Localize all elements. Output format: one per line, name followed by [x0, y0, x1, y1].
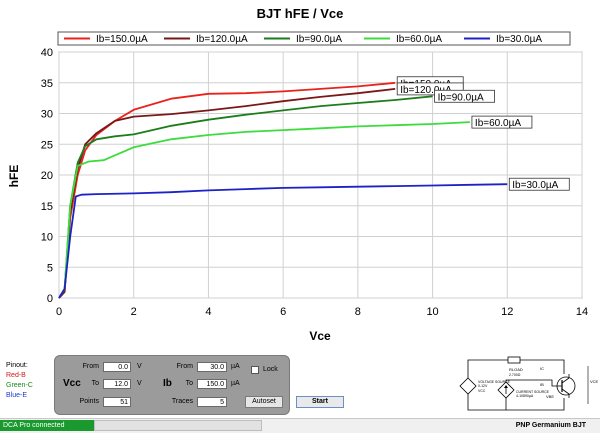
x-tick-label: 8 [355, 306, 361, 318]
y-tick-label: 35 [41, 78, 53, 90]
legend-label-4: Ib=30.0µA [496, 34, 542, 45]
x-tick-label: 4 [205, 306, 211, 318]
rload-value: 2.700Ω [509, 373, 521, 377]
ib-to-label: To [185, 380, 193, 387]
y-tick-label: 40 [41, 47, 53, 59]
vcc-from-unit: V [137, 363, 142, 370]
legend-label-0: Ib=150.0µA [96, 34, 148, 45]
series-line-0 [58, 81, 396, 299]
y-tick-label: 10 [41, 232, 53, 244]
ib-from-label: From [176, 363, 193, 370]
start-button[interactable]: Start [296, 396, 344, 408]
ib-label: Ib [163, 378, 172, 389]
ib-to-unit: µA [231, 380, 240, 387]
pinout-green: Green-C [6, 382, 33, 389]
x-tick-label: 2 [131, 306, 137, 318]
x-tick-label: 0 [56, 306, 62, 318]
end-label-4: Ib=30.0µA [512, 180, 558, 191]
end-label-box [471, 115, 533, 129]
ib-to-field[interactable]: 150.0 [197, 379, 227, 389]
sweep-control-panel: From 0.0 V Vcc To 12.0 V Points 51 From … [54, 355, 290, 415]
lock-checkbox[interactable] [251, 366, 259, 374]
current-range-label: 4-10890µA [516, 394, 534, 398]
legend: Ib=150.0µA Ib=120.0µA Ib=90.0µA Ib=60.0µA Ib… [64, 34, 542, 45]
chart-title: BJT hFE / Vce [257, 6, 344, 21]
ib-from-unit: µA [231, 363, 240, 370]
status-bar: DCA Pro connected PNP Germanium BJT [0, 418, 600, 433]
grid-lines [58, 51, 583, 299]
vcc-schematic-label: VCC [478, 389, 486, 393]
y-tick-label: 20 [41, 170, 53, 182]
traces-label: Traces [171, 398, 193, 405]
legend-box [57, 31, 571, 46]
series-line-1 [58, 88, 396, 299]
y-tick-label: 25 [41, 139, 53, 151]
end-labels: Ib=150.0µAIb=120.0µAIb=90.0µAIb=60.0µAIb… [396, 76, 570, 191]
vcc-from-field[interactable]: 0.0 [103, 362, 131, 372]
pinout-red: Red-B [6, 372, 26, 379]
series-line-4 [58, 183, 508, 299]
points-field[interactable]: 51 [103, 397, 131, 407]
y-tick-label: 0 [47, 293, 53, 305]
y-tick-labels: 0 5 10 15 20 25 30 35 40 [41, 47, 53, 305]
end-label-box [508, 177, 570, 191]
vcc-from-label: From [82, 363, 99, 370]
vcc-to-label: To [91, 380, 99, 387]
legend-label-1: Ib=120.0µA [196, 34, 248, 45]
x-tick-label: 12 [501, 306, 513, 318]
vcc-label: Vcc [63, 378, 81, 389]
voltage-source-symbol [459, 377, 477, 395]
y-tick-label: 30 [41, 109, 53, 121]
vbe-label: VBE [546, 394, 554, 399]
rload-resistor [507, 356, 521, 364]
current-source-label: CURRENT SOURCE [516, 390, 550, 394]
x-tick-label: 10 [426, 306, 438, 318]
pinout-blue: Blue-E [6, 392, 28, 399]
end-label-box [434, 89, 495, 103]
voltage-source-label: VOLTAGE SOURCE [478, 380, 511, 384]
pinout-title: Pinout: [6, 362, 28, 369]
voltage-range-label: 0-12V [478, 384, 488, 388]
x-tick-label: 6 [280, 306, 286, 318]
end-label-1: Ib=120.0µA [400, 85, 452, 96]
vcc-to-unit: V [137, 380, 142, 387]
x-tick-labels: 0 2 4 6 8 10 12 14 [56, 306, 588, 318]
autoset-button[interactable]: Autoset [245, 396, 283, 408]
y-tick-label: 5 [47, 262, 53, 274]
vce-label: VCE [590, 379, 599, 384]
end-label-2: Ib=90.0µA [438, 92, 484, 103]
series-group [58, 81, 508, 299]
legend-label-2: Ib=90.0µA [296, 34, 342, 45]
pinout-legend: Pinout: Red-B Green-C Blue-E [6, 361, 33, 401]
x-axis-label: Vce [309, 329, 331, 343]
progress-bar [94, 420, 262, 431]
end-label-3: Ib=60.0µA [475, 118, 521, 129]
circuit-schematic: RLOAD 2.700Ω IC IB VCE VBE VOLTAGE SOURC… [459, 356, 599, 411]
vcc-to-field[interactable]: 12.0 [103, 379, 131, 389]
hfe-chart: BJT hFE / Vce Ib=150.0µA Ib=120.0µA Ib=90.… [7, 6, 588, 343]
ic-label: IC [540, 366, 544, 371]
device-type: PNP Germanium BJT [515, 422, 586, 429]
x-tick-label: 14 [576, 306, 588, 318]
y-tick-label: 15 [41, 201, 53, 213]
traces-field[interactable]: 5 [197, 397, 227, 407]
connection-status: DCA Pro connected [0, 420, 94, 431]
y-axis-label: hFE [7, 165, 21, 188]
ib-arrow-label: IB [540, 382, 544, 387]
points-label: Points [79, 398, 99, 405]
lock-label: Lock [263, 366, 278, 373]
series-line-3 [58, 121, 470, 299]
ib-from-field[interactable]: 30.0 [197, 362, 227, 372]
rload-label: RLOAD [509, 367, 523, 372]
legend-label-3: Ib=60.0µA [396, 34, 442, 45]
